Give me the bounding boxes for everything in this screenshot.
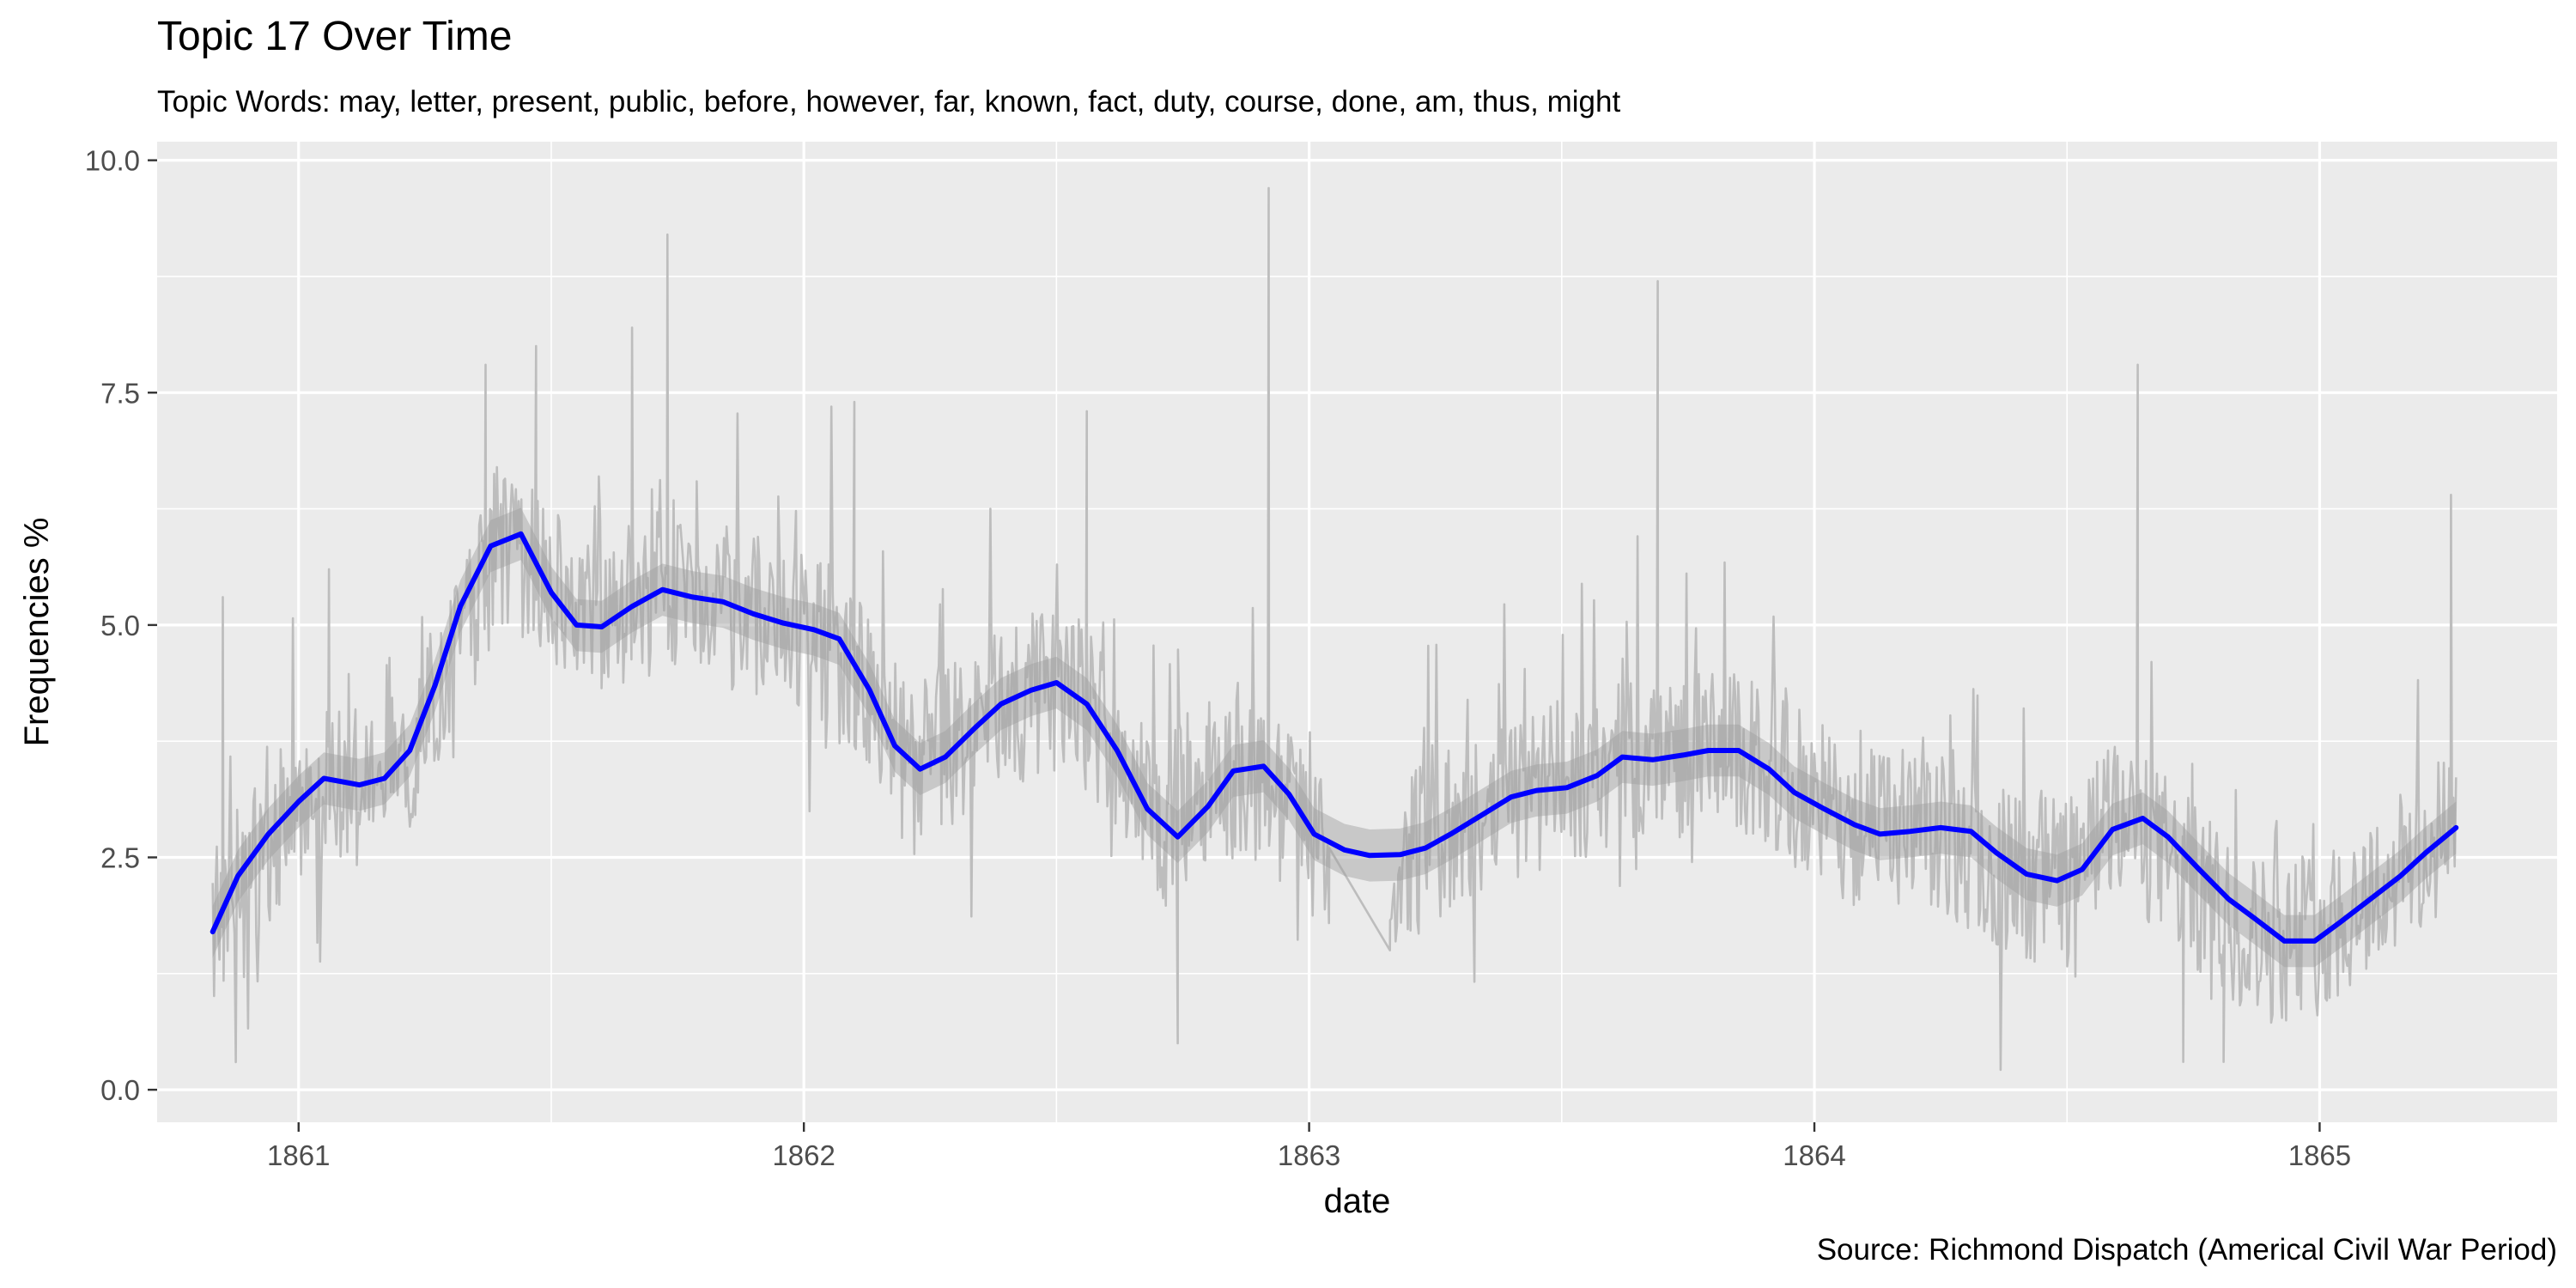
chart-title: Topic 17 Over Time: [157, 14, 512, 59]
x-tick-label: 1864: [1783, 1139, 1845, 1171]
y-tick-label: 10.0: [85, 145, 140, 177]
x-tick-label: 1861: [267, 1139, 330, 1171]
x-tick-label: 1862: [772, 1139, 835, 1171]
chart-caption: Source: Richmond Dispatch (Americal Civi…: [1817, 1233, 2557, 1267]
x-tick-label: 1865: [2288, 1139, 2351, 1171]
y-axis-label: Frequencies %: [18, 518, 56, 747]
grid-minor: [157, 142, 2557, 1122]
y-tick-label: 2.5: [100, 841, 140, 873]
smoothed-trend-line: [210, 531, 2459, 944]
y-tick-label: 5.0: [100, 610, 140, 641]
axes: 1861 1862 1863 1864 1865 0.0 2.5 5.0 7.5 10.0: [85, 145, 2351, 1171]
y-tick-label: 0.0: [100, 1074, 140, 1106]
x-axis-label: date: [1324, 1182, 1391, 1220]
x-tick-label: 1863: [1278, 1139, 1340, 1171]
plot-panel: [157, 142, 2557, 1122]
smooth-series-layer: [210, 531, 2459, 944]
y-tick-label: 7.5: [100, 377, 140, 409]
chart-subtitle: Topic Words: may, letter, present, publi…: [157, 85, 1620, 118]
